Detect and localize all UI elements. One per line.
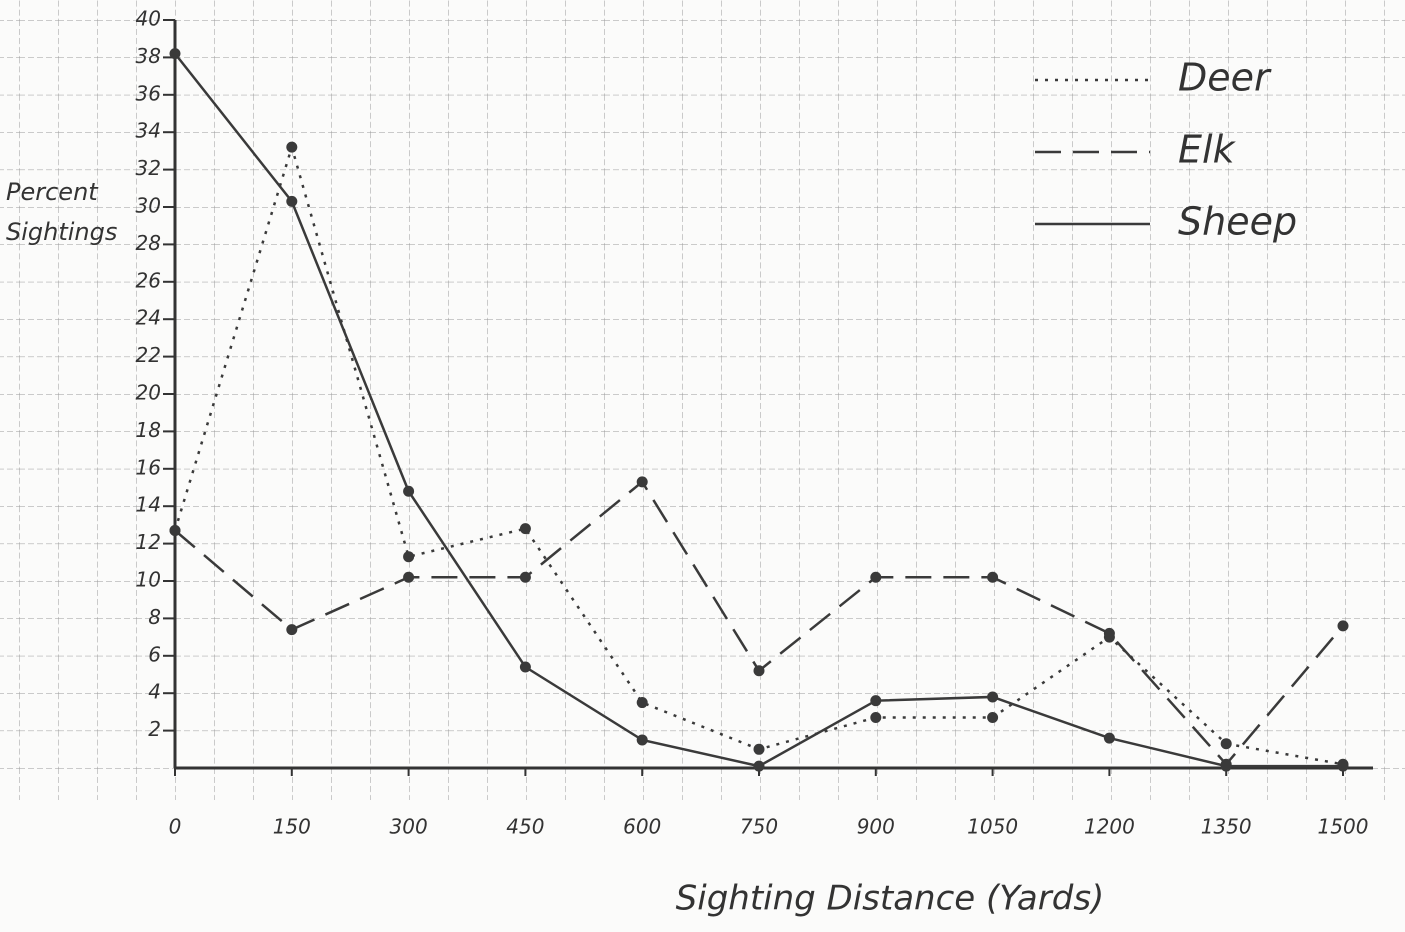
y-tick-label: 28 [136, 231, 161, 255]
y-tick-label: 14 [136, 493, 161, 517]
data-point [169, 48, 181, 60]
x-tick-label: 1350 [1201, 815, 1252, 839]
y-tick-label: 30 [136, 194, 161, 218]
x-tick-label: 900 [857, 815, 895, 839]
data-point [870, 571, 882, 583]
x-tick-label: 150 [273, 815, 311, 839]
x-tick-label: 0 [169, 815, 182, 839]
y-tick-label: 18 [136, 418, 161, 442]
data-point [636, 697, 648, 709]
data-point [1103, 732, 1115, 744]
x-tick-label: 600 [623, 815, 661, 839]
y-tick-label: 4 [148, 680, 161, 704]
y-tick-label: 6 [148, 642, 161, 666]
data-point [519, 523, 531, 535]
y-tick-label: 26 [136, 268, 161, 292]
data-point [286, 624, 298, 636]
data-point [286, 195, 298, 207]
legend-label: Elk [1178, 128, 1237, 172]
data-point [403, 551, 415, 563]
data-point [987, 712, 999, 724]
data-point [636, 734, 648, 746]
data-point [1220, 738, 1232, 750]
x-tick-label: 750 [740, 815, 778, 839]
y-tick-label: 2 [148, 717, 161, 741]
data-point [1337, 620, 1349, 632]
y-tick-label: 24 [136, 306, 161, 330]
graph-paper [0, 0, 1405, 800]
data-point [753, 743, 765, 755]
y-tick-label: 40 [136, 7, 161, 31]
data-point [987, 571, 999, 583]
x-tick-label: 450 [506, 815, 544, 839]
data-point [286, 141, 298, 153]
data-point [870, 695, 882, 707]
x-tick-label: 1500 [1318, 815, 1369, 839]
x-tick-label: 1050 [967, 815, 1018, 839]
y-axis-label: Percent Sightings [6, 178, 118, 246]
x-tick-label: 300 [390, 815, 428, 839]
data-point [987, 691, 999, 703]
y-tick-label: 34 [136, 119, 161, 143]
x-axis-label: Sighting Distance (Yards) [676, 879, 1105, 919]
data-point [1103, 627, 1115, 639]
y-tick-label: 16 [136, 455, 161, 479]
data-point [169, 525, 181, 537]
data-point [403, 571, 415, 583]
data-point [519, 661, 531, 673]
data-point [753, 760, 765, 772]
data-point [1220, 760, 1232, 772]
data-point [1337, 760, 1349, 772]
data-point [636, 476, 648, 488]
legend-label: Sheep [1178, 200, 1297, 244]
y-tick-label: 36 [136, 81, 161, 105]
y-tick-label: 8 [148, 605, 161, 629]
y-tick-label: 32 [136, 156, 161, 180]
y-tick-label: 20 [136, 381, 161, 405]
data-point [753, 665, 765, 677]
data-point [519, 571, 531, 583]
data-point [403, 485, 415, 497]
x-tick-label: 1200 [1084, 815, 1135, 839]
y-tick-label: 38 [136, 44, 161, 68]
y-tick-label: 22 [136, 343, 161, 367]
legend-label: Deer [1178, 56, 1272, 100]
y-tick-label: 10 [136, 568, 161, 592]
data-point [870, 712, 882, 724]
y-tick-label: 12 [136, 530, 161, 554]
